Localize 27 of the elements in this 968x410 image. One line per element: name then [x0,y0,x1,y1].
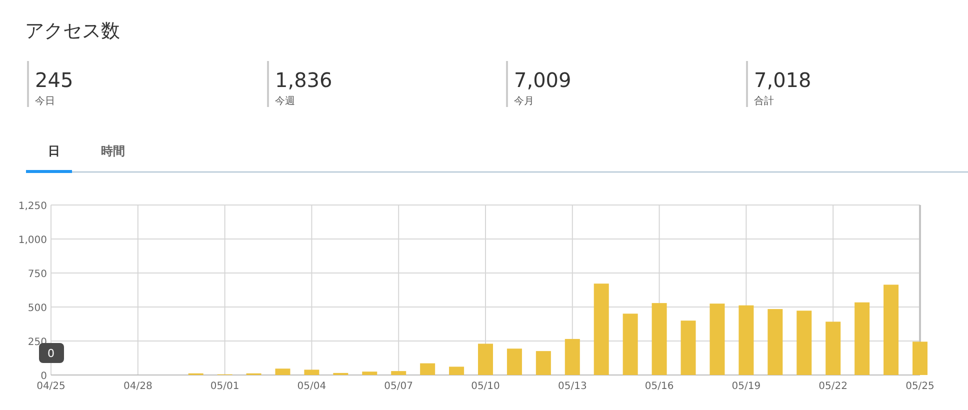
text: 7,009 [514,68,572,92]
text: 1,836 [275,68,332,92]
category-label: 今月 [514,95,534,107]
x-tick-label: 04/25 [36,381,66,392]
category-label: 今週 [275,95,295,107]
x-tick-label: 05/22 [818,381,848,392]
text: アクセス数 [25,20,120,42]
x-tick-label: 05/07 [384,381,414,392]
x-tick-label: 05/10 [471,381,500,392]
x-tick-label: 05/04 [297,381,326,392]
text: 時間 [101,144,125,158]
x-tick-label: 05/16 [644,381,674,392]
category-label: 合計 [754,95,774,107]
y-tick-label: 0 [40,371,47,382]
y-tick-label: 500 [28,303,47,314]
x-tick-label: 04/28 [123,381,152,392]
text: 245 [35,68,74,92]
category-label: 今日 [35,95,55,107]
text: 7,018 [754,68,812,92]
x-tick-label: 05/19 [732,381,761,392]
y-tick-label: 1,000 [18,235,47,246]
text: 日 [48,144,60,158]
y-tick-label: 750 [28,269,47,280]
y-tick-label: 1,250 [18,201,47,212]
x-tick-label: 05/25 [906,381,934,392]
x-tick-label: 05/01 [210,381,240,392]
x-tick-label: 05/13 [558,381,587,392]
